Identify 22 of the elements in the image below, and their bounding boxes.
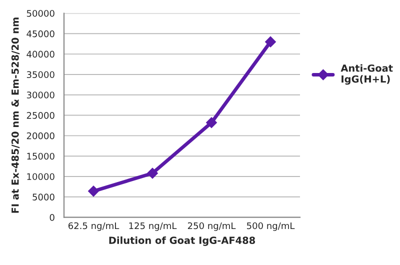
legend-label: Anti-Goat IgG(H+L) [340, 64, 393, 85]
y-axis-title: FI at Ex-485/20 nm & Em-528/20 nm [11, 18, 20, 213]
y-tick-label: 0 [50, 214, 54, 221]
y-tick-label: 20000 [26, 132, 54, 140]
x-tick-label: 125 ng/mL [129, 222, 177, 231]
y-tick-label: 50000 [26, 10, 54, 17]
point [147, 168, 158, 179]
y-tick-label: 35000 [26, 71, 54, 78]
x-tick-label: 500 ng/mL [246, 222, 295, 231]
point [206, 117, 217, 128]
y-tick-label: 45000 [26, 30, 54, 38]
y-tick-label: 15000 [27, 152, 54, 160]
y-tick-label: 10000 [27, 173, 54, 180]
y-tick-label: 30000 [26, 92, 54, 98]
x-tick-label: 250 ng/mL [188, 222, 236, 231]
point [265, 36, 276, 48]
x-axis-title: Dilution of Goat IgG-AF488 [109, 236, 256, 246]
y-tick-label: 5000 [32, 194, 54, 200]
y-tick-label: 25000 [26, 112, 54, 119]
x-tick-label: 62.5 ng/mL [68, 222, 120, 231]
y-tick-label: 40000 [26, 50, 54, 58]
point [88, 186, 99, 197]
